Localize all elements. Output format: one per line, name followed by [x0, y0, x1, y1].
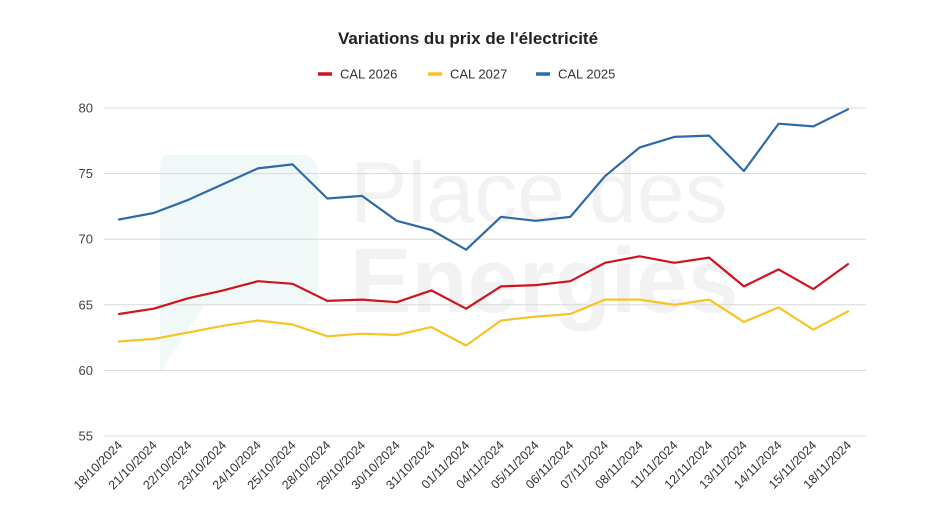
chart-legend: CAL 2026 CAL 2027 CAL 2025 — [318, 67, 615, 82]
series-lines — [117, 108, 850, 347]
watermark-logo: Place des Energies — [160, 145, 739, 372]
y-axis-ticks: 55 60 65 70 75 80 — [79, 101, 93, 444]
gridlines — [104, 107, 866, 437]
y-tick-label: 60 — [79, 363, 93, 378]
y-tick-label: 55 — [79, 429, 93, 444]
watermark-logo-icon — [160, 155, 318, 372]
x-axis-ticks: 18/10/202421/10/202422/10/202423/10/2024… — [71, 438, 854, 492]
y-tick-label: 65 — [79, 297, 93, 312]
watermark-line1: Place des — [350, 145, 728, 241]
series-line — [117, 108, 850, 251]
y-tick-label: 70 — [79, 232, 93, 247]
legend-label: CAL 2025 — [558, 67, 615, 82]
chart-title: Variations du prix de l'électricité — [338, 29, 598, 48]
series-line — [117, 255, 850, 316]
legend-label: CAL 2027 — [450, 67, 507, 82]
y-tick-label: 75 — [79, 166, 93, 181]
legend-label: CAL 2026 — [340, 67, 397, 82]
series-line — [117, 298, 850, 347]
y-tick-label: 80 — [79, 101, 93, 116]
